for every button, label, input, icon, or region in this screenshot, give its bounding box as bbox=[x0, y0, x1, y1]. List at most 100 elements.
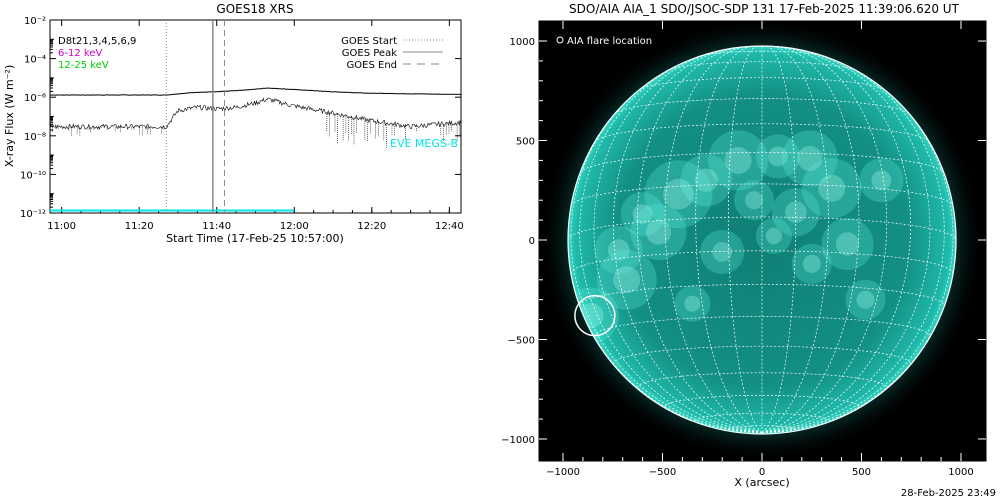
bright-core bbox=[684, 295, 701, 312]
legend-left-entry: 12-25 keV bbox=[58, 60, 109, 71]
goes-title: GOES18 XRS bbox=[216, 2, 293, 16]
bright-patch bbox=[630, 204, 687, 261]
x-tick-label: 12:20 bbox=[357, 221, 386, 232]
goes-y-label: X-ray Flux (W m⁻²) bbox=[3, 65, 16, 167]
timestamp: 28-Feb-2025 23:49 bbox=[901, 488, 996, 499]
meridian-line bbox=[761, 81, 954, 433]
heliographic-grid bbox=[568, 46, 956, 433]
aia-title: SDO/AIA AIA_1 SDO/JSOC-SDP 131 17-Feb-20… bbox=[569, 2, 960, 16]
bright-core bbox=[835, 232, 860, 256]
x-tick-label: 11:40 bbox=[202, 221, 231, 232]
y-tick-label: 10⁻⁸ bbox=[24, 132, 46, 143]
bright-patch bbox=[791, 243, 832, 284]
bright-core bbox=[663, 178, 694, 210]
latitude-line bbox=[613, 345, 911, 364]
bright-patch bbox=[594, 225, 643, 274]
x-tick-label: 12:40 bbox=[435, 221, 464, 232]
bright-core bbox=[724, 146, 752, 174]
bright-patch bbox=[620, 192, 665, 237]
bright-patch bbox=[680, 154, 733, 207]
meridian-line bbox=[761, 46, 888, 433]
bright-core bbox=[818, 174, 846, 202]
meridian-line bbox=[613, 48, 763, 433]
meridian-line bbox=[636, 46, 763, 433]
bright-patch bbox=[755, 218, 792, 255]
bright-patch bbox=[674, 285, 711, 322]
bright-core bbox=[765, 227, 783, 245]
limb-outline bbox=[567, 45, 957, 435]
latitude-line bbox=[666, 61, 858, 72]
bright-patch bbox=[700, 229, 745, 274]
x-tick-label: 11:00 bbox=[47, 221, 76, 232]
y-tick-label: 10⁻² bbox=[24, 16, 46, 27]
aia-x-tick-label: −1000 bbox=[546, 467, 580, 478]
bright-core bbox=[871, 170, 892, 191]
latitude-line bbox=[579, 283, 945, 306]
aia-x-tick-label: 1000 bbox=[948, 467, 973, 478]
aia-x-tick-label: 500 bbox=[852, 467, 871, 478]
aia-axes: −1000 1000 −500 500 0 0 500 −500 1000 −1000 bbox=[501, 21, 986, 478]
bright-core bbox=[768, 146, 788, 167]
y-tick-label: 10⁻¹⁰ bbox=[20, 170, 46, 181]
aia-x-tick-label: 0 bbox=[759, 467, 765, 478]
y-tick-label: 10⁻⁶ bbox=[24, 93, 46, 104]
goes-x-label: Start Time (17-Feb-25 10:57:00) bbox=[166, 232, 344, 245]
meridian-line bbox=[664, 46, 763, 433]
aia-y-tick-label: 500 bbox=[516, 137, 535, 148]
meridian-line bbox=[761, 48, 911, 433]
bright-patch bbox=[845, 279, 886, 320]
bright-core bbox=[607, 239, 630, 261]
bright-patch bbox=[781, 130, 838, 187]
aia-y-tick-label: 0 bbox=[529, 236, 535, 247]
x-tick-label: 12:00 bbox=[280, 221, 309, 232]
latitude-line bbox=[695, 412, 829, 422]
aia-x-label: X (arcsec) bbox=[734, 476, 789, 489]
y-tick-label: 10⁻⁴ bbox=[24, 55, 46, 66]
legend-left-entry: 6-12 keV bbox=[58, 48, 102, 59]
aia-y-tick-label: 1000 bbox=[510, 37, 535, 48]
legend-left-entry: D8t21,3,4,5,6,9 bbox=[58, 36, 136, 47]
legend-right-entry: GOES End bbox=[347, 60, 397, 71]
bright-core bbox=[712, 242, 733, 262]
series-short-channel bbox=[49, 97, 462, 130]
bright-patch bbox=[644, 160, 713, 229]
legend-right-entry: GOES Start bbox=[341, 36, 397, 47]
meridian-line bbox=[593, 49, 763, 433]
aia-x-tick-label: −500 bbox=[649, 467, 676, 478]
latitude-line bbox=[594, 123, 930, 143]
bright-core bbox=[645, 219, 672, 245]
bright-core bbox=[797, 145, 823, 172]
bright-core bbox=[745, 191, 764, 210]
goes-series bbox=[49, 87, 462, 212]
flare-location-marker bbox=[574, 294, 616, 337]
x-tick-label: 11:20 bbox=[125, 221, 154, 232]
bright-patch bbox=[596, 249, 657, 310]
legend-right-entry: GOES Peak bbox=[342, 48, 397, 59]
bright-patch bbox=[708, 130, 769, 191]
aia-y-tick-label: −1000 bbox=[501, 435, 535, 446]
latitude-line bbox=[639, 77, 885, 91]
aia-legend: AIA flare location bbox=[567, 36, 652, 47]
bright-core bbox=[613, 266, 641, 294]
bright-patch bbox=[859, 158, 904, 203]
bright-patch bbox=[734, 180, 775, 221]
meridian-line bbox=[761, 46, 860, 433]
series-long-channel bbox=[50, 87, 461, 96]
goes-plot-area bbox=[49, 19, 462, 214]
eve-label: EVE MEGS-B bbox=[390, 137, 458, 150]
bright-patch bbox=[801, 158, 862, 219]
meridian-line bbox=[761, 55, 945, 433]
aia-y-tick-label: −500 bbox=[508, 335, 535, 346]
bright-patch bbox=[821, 217, 874, 270]
meridian-line bbox=[570, 81, 763, 433]
bright-core bbox=[856, 290, 875, 309]
meridian-line bbox=[579, 55, 763, 433]
y-tick-label: 10⁻¹² bbox=[20, 209, 46, 220]
goes-event-lines bbox=[165, 20, 225, 213]
goes-x-axis: 11:00 11:20 11:40 12:00 12:20 12:40 bbox=[47, 20, 464, 232]
meridian-line bbox=[761, 49, 931, 433]
bright-core bbox=[802, 254, 821, 273]
legend-marker-icon bbox=[556, 36, 564, 44]
